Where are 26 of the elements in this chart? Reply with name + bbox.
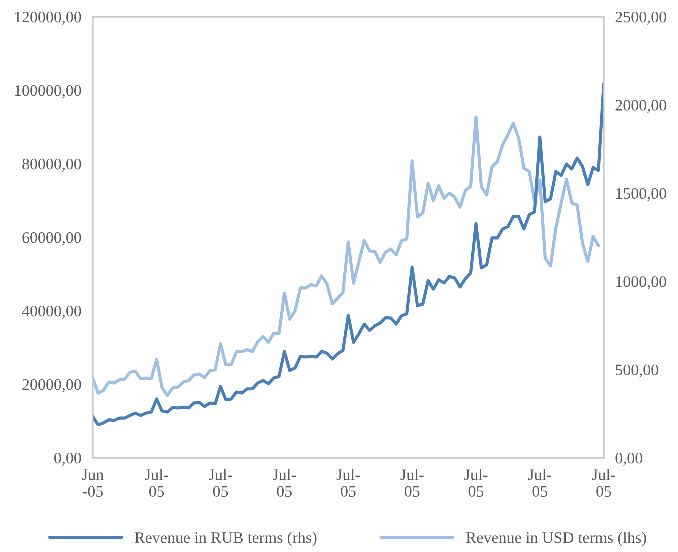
y2-tick-label: 2500,00	[616, 12, 666, 25]
x-tick-label: Jul- 05	[400, 469, 424, 498]
legend-label: Revenue in USD terms (lhs)	[466, 532, 646, 546]
y-tick-label: 80000,00	[22, 158, 82, 172]
y-tick-label: 120000,00	[15, 12, 82, 25]
y-tick-label: 100000,00	[15, 85, 82, 98]
x-tick-label: Jul- 05	[272, 469, 296, 498]
x-tick-label: Jul- 05	[528, 469, 552, 498]
line-series	[93, 116, 600, 398]
legend-label: Revenue in RUB terms (rhs)	[135, 532, 317, 546]
y2-tick-label: 2000,00	[616, 100, 666, 114]
y-tick-label: 40000,00	[22, 306, 82, 319]
y2-tick-label: 1000,00	[616, 276, 666, 290]
y2-tick-label: 1500,00	[616, 188, 666, 202]
x-tick-label: Jul- 05	[209, 469, 232, 498]
y-tick-label: 60000,00	[22, 232, 82, 246]
line-series	[93, 82, 604, 427]
x-tick-label: Jul- 05	[464, 469, 488, 498]
x-tick-label: Jul- 05	[336, 469, 360, 498]
y-tick-label: 0,00	[54, 452, 82, 466]
y-tick-label: 20000,00	[22, 379, 82, 392]
x-tick-label: Jul- 05	[145, 469, 168, 498]
x-tick-label: Jul- 05	[592, 469, 616, 498]
y2-tick-label: 0,00	[616, 452, 642, 466]
x-tick-label: Jun -05	[82, 470, 104, 498]
y2-tick-label: 500,00	[616, 364, 658, 378]
